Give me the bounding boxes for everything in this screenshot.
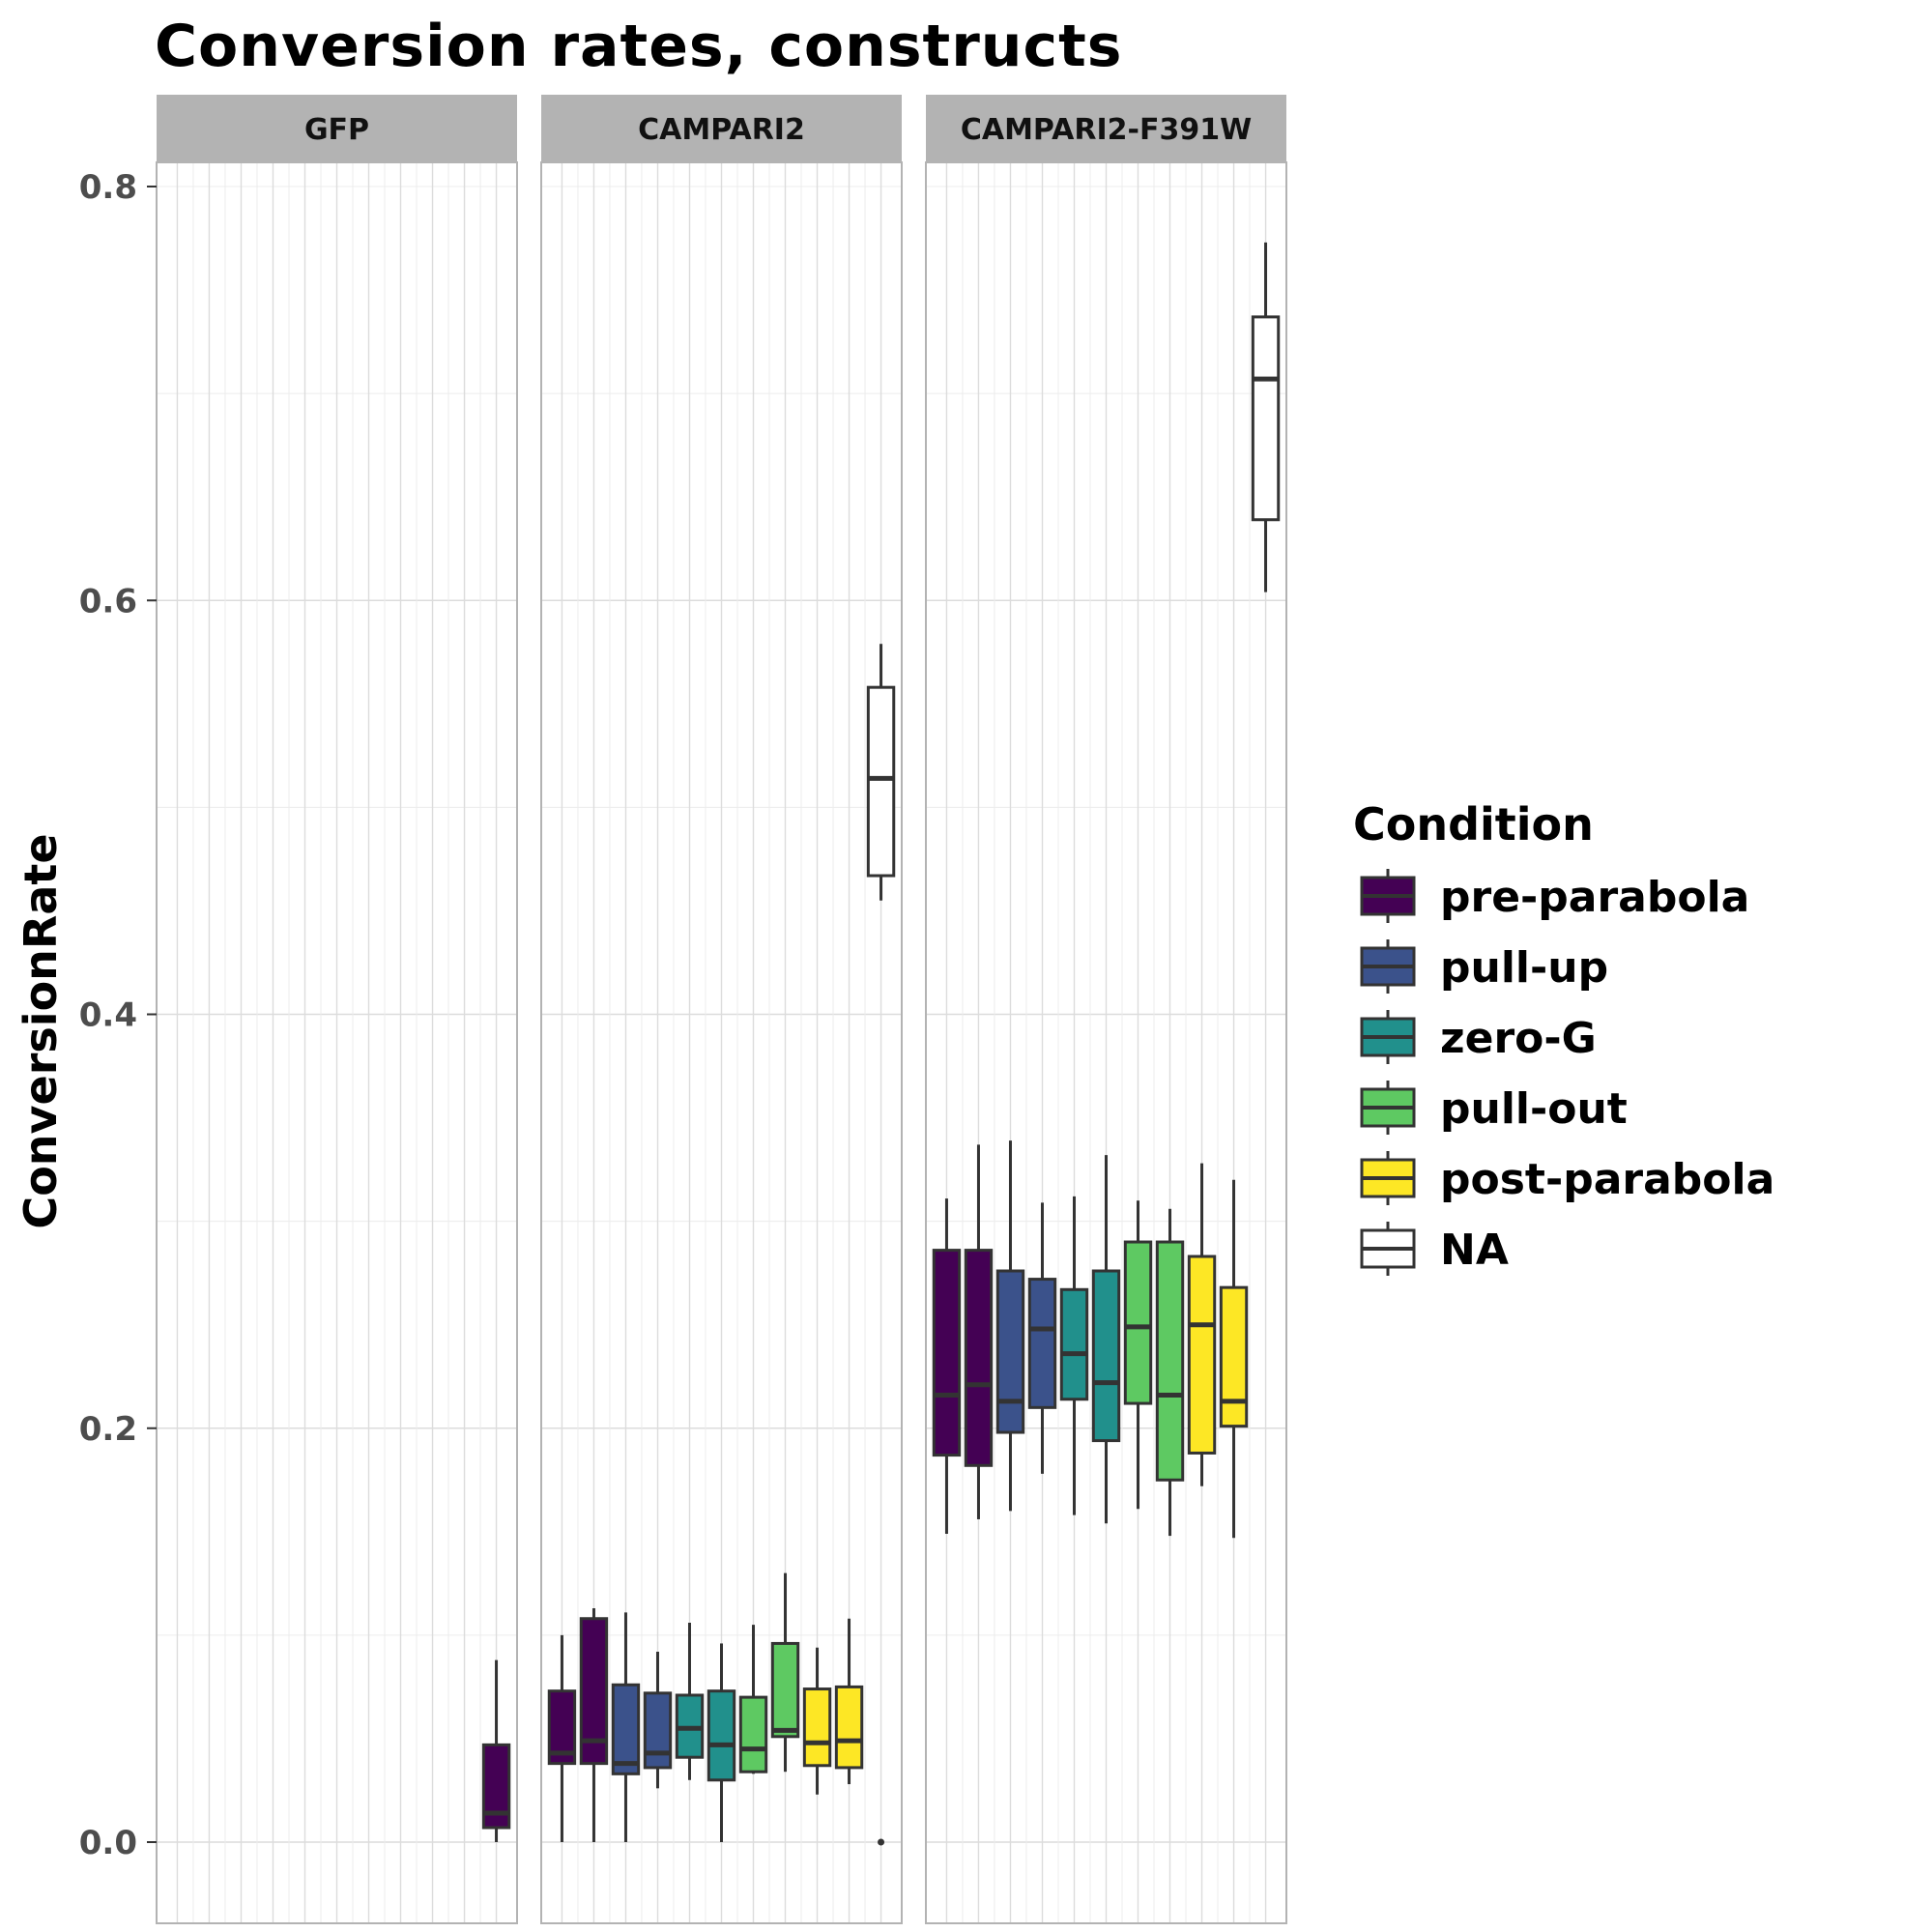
box-pre-parabola (547, 1634, 577, 1842)
facet-panel: CAMPARI2-F391W (925, 95, 1287, 1924)
box-NA (866, 644, 896, 1846)
legend-label: pull-up (1440, 943, 1608, 993)
box-pull-up (995, 1140, 1025, 1512)
box-post-parabola (834, 1618, 864, 1785)
chart-title: Conversion rates, constructs (155, 13, 1122, 80)
box-pre-parabola (964, 1144, 994, 1519)
legend-title: Condition (1353, 798, 1594, 851)
y-tick-label: 0.4 (79, 996, 137, 1035)
box-zero-G (675, 1623, 705, 1780)
facet-strip-label: CAMPARI2 (638, 113, 805, 147)
box-body (1091, 1269, 1121, 1443)
box-body (1155, 1240, 1185, 1482)
box-pull-up (1027, 1202, 1057, 1474)
box-pull-out (1155, 1208, 1185, 1537)
legend-label: zero-G (1440, 1014, 1597, 1063)
box-zero-G (706, 1643, 736, 1842)
box-zero-G (1091, 1155, 1121, 1524)
box-body (995, 1269, 1025, 1434)
box-pull-up (611, 1612, 641, 1842)
y-tick-label: 0.0 (79, 1824, 137, 1862)
box-body (611, 1683, 641, 1775)
box-body (866, 685, 896, 878)
box-pre-parabola (481, 1659, 511, 1842)
legend-label: pre-parabola (1440, 873, 1749, 922)
y-axis-title: ConversionRate (14, 833, 67, 1228)
legend-item: pull-up (1360, 939, 1608, 994)
box-body (1059, 1287, 1089, 1401)
box-pre-parabola (932, 1198, 962, 1534)
box-pull-out (1123, 1200, 1153, 1510)
box-body (1219, 1285, 1249, 1428)
box-body (802, 1687, 832, 1768)
box-pull-out (738, 1625, 768, 1774)
box-body (706, 1689, 736, 1782)
legend-item: pull-out (1360, 1081, 1628, 1135)
gridlines (541, 162, 902, 1923)
box-post-parabola (1219, 1179, 1249, 1539)
box-NA (1251, 242, 1281, 592)
legend-item: zero-G (1360, 1010, 1597, 1064)
legend-label: NA (1440, 1226, 1509, 1275)
box-zero-G (1059, 1196, 1089, 1515)
box-body (964, 1249, 994, 1467)
box-pull-out (770, 1572, 800, 1773)
facet-strip (926, 95, 1286, 162)
box-body (770, 1641, 800, 1739)
y-axis: 0.0 0.2 0.4 0.6 0.8 (79, 168, 157, 1862)
y-tick-label: 0.6 (79, 582, 137, 620)
legend-item: NA (1360, 1222, 1509, 1276)
facet-panel: CAMPARI2 (540, 95, 903, 1924)
box-pull-up (643, 1652, 673, 1789)
facet-strip (541, 95, 902, 162)
box-post-parabola (1187, 1163, 1217, 1486)
legend-items: pre-parabola pull-up zero-G pull-out post-pa… (1360, 869, 1774, 1276)
box-body (1187, 1254, 1217, 1455)
box-body (1123, 1240, 1153, 1405)
legend: Condition pre-parabola pull-up zero-G pull-… (1353, 798, 1774, 1276)
facet-strip (157, 95, 517, 162)
facet-strip-label: CAMPARI2-F391W (961, 113, 1252, 147)
box-pre-parabola (579, 1608, 609, 1842)
box-body (1027, 1278, 1057, 1409)
box-body (932, 1249, 962, 1457)
box-body (1251, 315, 1281, 522)
facet-panel: GFP (156, 95, 518, 1924)
y-tick-label: 0.2 (79, 1410, 137, 1449)
box-body (738, 1695, 768, 1773)
box-post-parabola (802, 1647, 832, 1795)
facet-strip-label: GFP (304, 113, 369, 147)
box-body (834, 1685, 864, 1770)
box-body (643, 1691, 673, 1770)
y-tick-label: 0.8 (79, 168, 137, 207)
legend-item: post-parabola (1360, 1151, 1774, 1205)
facet-panels: GFP CAMPARI2 CAMPARI2-F391W (156, 95, 1287, 1924)
gridlines (157, 162, 517, 1923)
outlier-point (878, 1838, 885, 1846)
legend-item: pre-parabola (1360, 869, 1749, 923)
legend-label: pull-out (1440, 1084, 1628, 1134)
legend-label: post-parabola (1440, 1155, 1774, 1204)
